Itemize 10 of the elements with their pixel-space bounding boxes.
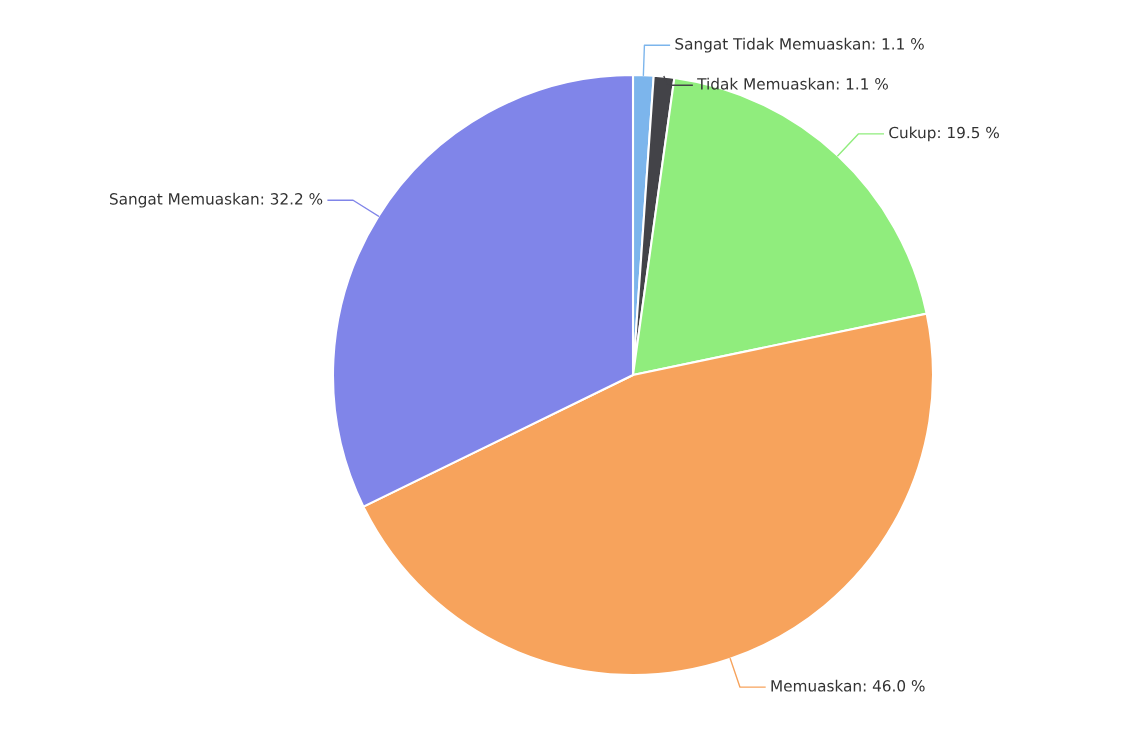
slice-label: Sangat Memuaskan xyxy=(109,192,259,208)
data-label: : 46.0 % xyxy=(863,680,925,692)
data-label: : 1.1 % xyxy=(836,78,888,90)
legend-label: Tidak Memuaskan xyxy=(697,77,834,90)
slice-label: Memuaskan xyxy=(771,679,861,692)
data-label: : 19.5 % xyxy=(938,126,999,139)
slice-label: Sangat Tidak Memuaskan xyxy=(675,37,870,53)
data-label: : 32.2 % xyxy=(261,193,323,205)
data-label: : 1.1 % xyxy=(872,38,924,50)
slice-label: Cukup xyxy=(889,126,936,142)
